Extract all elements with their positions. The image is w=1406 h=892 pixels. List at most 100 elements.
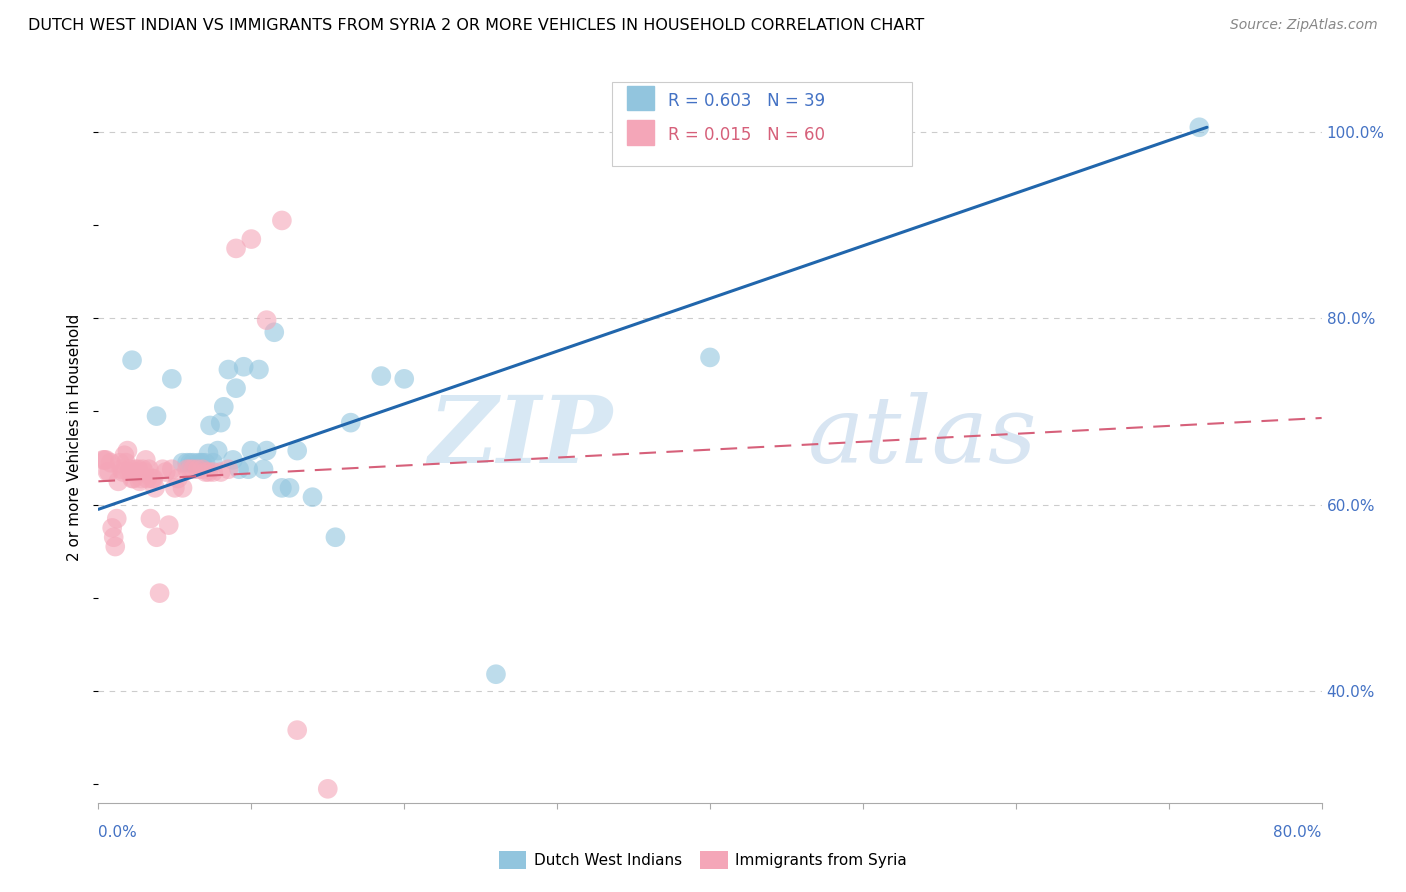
- Point: [132, 462, 155, 476]
- Point: [228, 462, 250, 476]
- Point: [122, 471, 145, 485]
- Point: [136, 471, 159, 485]
- Point: [392, 372, 416, 386]
- Point: [179, 462, 201, 476]
- Point: [128, 475, 150, 489]
- Legend: Dutch West Indians, Immigrants from Syria: Dutch West Indians, Immigrants from Syri…: [492, 845, 914, 875]
- Point: [101, 521, 124, 535]
- Point: [256, 443, 278, 458]
- Point: [270, 481, 292, 495]
- Point: [110, 462, 132, 476]
- Point: [207, 443, 229, 458]
- Point: [225, 241, 247, 255]
- Point: [1188, 120, 1211, 135]
- Point: [325, 530, 347, 544]
- Point: [120, 462, 142, 476]
- Text: ZIP: ZIP: [427, 392, 612, 482]
- Point: [240, 232, 263, 246]
- Point: [91, 453, 114, 467]
- Text: R = 0.603   N = 39: R = 0.603 N = 39: [668, 93, 825, 111]
- Bar: [612, 82, 912, 167]
- Bar: [627, 120, 654, 145]
- Text: DUTCH WEST INDIAN VS IMMIGRANTS FROM SYRIA 2 OR MORE VEHICLES IN HOUSEHOLD CORRE: DUTCH WEST INDIAN VS IMMIGRANTS FROM SYR…: [28, 18, 924, 33]
- Point: [278, 481, 301, 495]
- Point: [187, 462, 209, 476]
- Point: [172, 481, 194, 495]
- Point: [172, 456, 194, 470]
- Point: [139, 511, 162, 525]
- Point: [339, 416, 361, 430]
- Point: [194, 456, 217, 470]
- Point: [285, 443, 308, 458]
- Point: [252, 462, 274, 476]
- Point: [160, 372, 183, 386]
- Point: [97, 465, 120, 479]
- Point: [100, 456, 122, 470]
- Point: [202, 465, 225, 479]
- Point: [129, 471, 152, 485]
- Point: [124, 462, 146, 476]
- Point: [225, 381, 247, 395]
- Point: [152, 462, 174, 476]
- Text: atlas: atlas: [808, 392, 1038, 482]
- Point: [121, 353, 143, 368]
- Point: [285, 723, 308, 738]
- Point: [217, 462, 239, 476]
- Point: [240, 443, 263, 458]
- Point: [179, 456, 201, 470]
- Point: [190, 456, 212, 470]
- Point: [181, 456, 204, 470]
- Point: [256, 313, 278, 327]
- Point: [176, 456, 198, 470]
- Point: [134, 465, 156, 479]
- Text: R = 0.015   N = 60: R = 0.015 N = 60: [668, 126, 825, 144]
- Point: [98, 465, 121, 479]
- Point: [209, 465, 232, 479]
- Point: [157, 518, 180, 533]
- Point: [115, 456, 138, 470]
- Point: [247, 362, 270, 376]
- Point: [145, 530, 167, 544]
- Y-axis label: 2 or more Vehicles in Household: 2 or more Vehicles in Household: [67, 313, 83, 561]
- Point: [108, 456, 131, 470]
- Point: [143, 481, 166, 495]
- Point: [191, 456, 214, 470]
- Text: 80.0%: 80.0%: [1274, 825, 1322, 839]
- Point: [316, 781, 339, 796]
- Point: [121, 471, 143, 485]
- Point: [125, 465, 148, 479]
- Point: [94, 453, 117, 467]
- Point: [187, 456, 209, 470]
- Point: [232, 359, 254, 374]
- Point: [103, 530, 125, 544]
- Point: [263, 325, 285, 339]
- Point: [197, 446, 219, 460]
- Point: [135, 453, 157, 467]
- Point: [105, 511, 128, 525]
- Point: [194, 465, 217, 479]
- Text: Source: ZipAtlas.com: Source: ZipAtlas.com: [1230, 18, 1378, 32]
- Point: [191, 462, 214, 476]
- Point: [485, 667, 508, 681]
- Point: [141, 471, 163, 485]
- Point: [145, 409, 167, 423]
- Point: [163, 481, 186, 495]
- Point: [167, 471, 190, 485]
- Point: [181, 462, 204, 476]
- Point: [127, 462, 149, 476]
- Point: [238, 462, 260, 476]
- Point: [160, 462, 183, 476]
- Point: [117, 443, 139, 458]
- Point: [217, 362, 239, 376]
- Point: [222, 453, 245, 467]
- Point: [118, 465, 141, 479]
- Point: [212, 400, 235, 414]
- Point: [198, 418, 221, 433]
- Point: [155, 465, 177, 479]
- Point: [138, 462, 160, 476]
- Point: [142, 471, 165, 485]
- Point: [149, 586, 172, 600]
- Point: [370, 369, 392, 384]
- Point: [202, 456, 225, 470]
- Text: 0.0%: 0.0%: [98, 825, 138, 839]
